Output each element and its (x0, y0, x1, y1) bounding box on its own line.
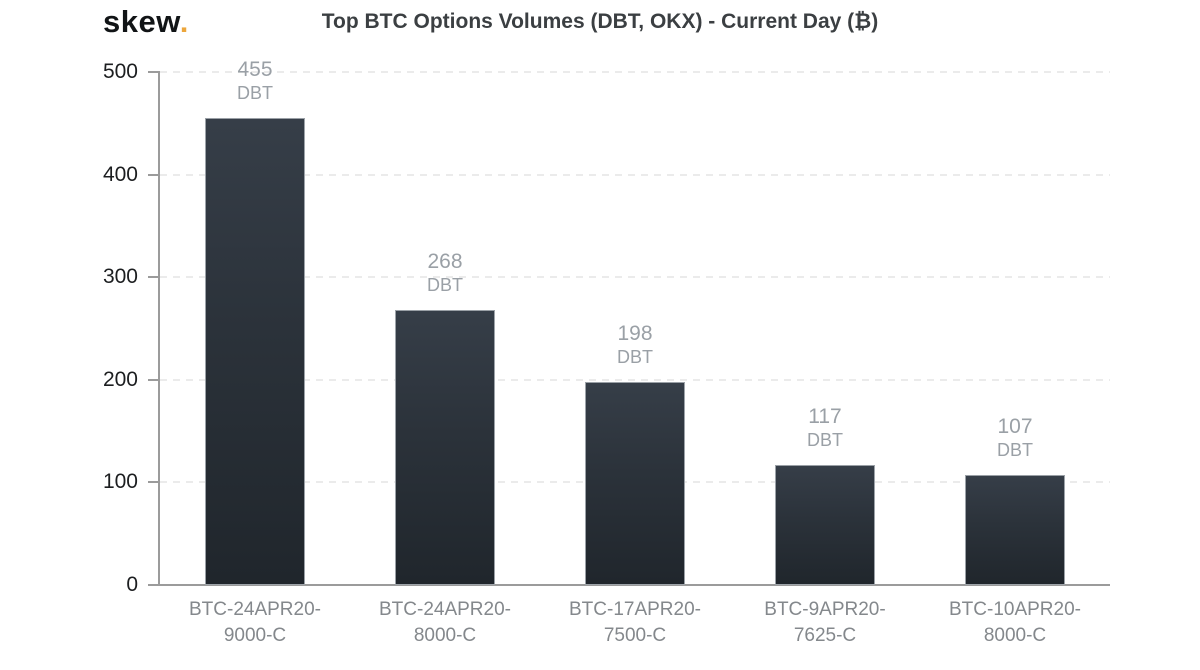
bar-unit-label: DBT (427, 275, 463, 296)
y-tick-label-400: 400 (102, 162, 138, 186)
x-category-label-line: 8000-C (983, 625, 1047, 646)
bar[interactable] (585, 381, 685, 585)
chart-title: Top BTC Options Volumes (DBT, OKX) - Cur… (321, 10, 879, 33)
y-tick-label-500: 500 (102, 60, 138, 83)
y-tick-label-0: 0 (126, 573, 138, 596)
gridline-300 (160, 276, 1110, 279)
bar-unit-label: DBT (997, 440, 1033, 461)
bar-value-label: 107 DBT (920, 414, 1110, 462)
bar-value-label: 455 DBT (160, 57, 350, 105)
gridline-500 (160, 71, 1110, 73)
y-tick-100 (148, 481, 160, 484)
x-category-label-line: 9000-C (223, 625, 287, 646)
bar-value-label: 117 DBT (730, 404, 920, 452)
x-category-label-line: 7625-C (793, 625, 857, 646)
x-category-label-line: BTC-10APR20- (949, 599, 1081, 620)
y-tick-300 (148, 276, 160, 279)
y-tick-500 (148, 71, 160, 73)
bar[interactable] (775, 464, 875, 585)
chart-header: skew. Top BTC Options Volumes (DBT, OKX)… (0, 0, 1200, 50)
bar-unit-label: DBT (617, 346, 653, 367)
bar[interactable] (395, 310, 495, 585)
bar[interactable] (205, 118, 305, 585)
y-tick-label-200: 200 (102, 367, 138, 391)
bar-value: 268 (427, 250, 463, 274)
x-category-label: BTC-10APR20- 8000-C (920, 597, 1110, 649)
y-tick-0 (148, 584, 160, 586)
y-tick-label-300: 300 (102, 265, 138, 289)
bar-value-label: 198 DBT (540, 321, 730, 369)
x-category-label-line: BTC-9APR20- (764, 599, 886, 620)
y-tick-400 (148, 173, 160, 176)
x-category-label-line: BTC-17APR20- (569, 599, 701, 620)
bar-value: 198 (617, 321, 653, 345)
bar-value: 107 (997, 415, 1033, 439)
y-tick-200 (148, 378, 160, 381)
bar-unit-label: DBT (237, 83, 273, 104)
skew-logo: skew. (103, 4, 189, 40)
bar-value: 455 (237, 58, 273, 82)
x-category-label: BTC-17APR20- 7500-C (540, 597, 730, 649)
x-category-label: BTC-24APR20- 9000-C (160, 597, 350, 649)
x-axis-line (160, 584, 1110, 586)
y-tick-label-100: 100 (102, 470, 138, 494)
x-category-label: BTC-24APR20- 8000-C (350, 597, 540, 649)
bar-value-label: 268 DBT (350, 249, 540, 297)
gridline-200 (160, 378, 1110, 381)
x-category-label-line: 8000-C (413, 625, 477, 646)
bar-value: 117 (808, 404, 842, 428)
bar-unit-label: DBT (807, 429, 843, 450)
x-category-label-line: 7500-C (603, 625, 667, 646)
bar[interactable] (965, 475, 1065, 585)
logo-dot: . (179, 4, 189, 39)
x-category-label-line: BTC-24APR20- (379, 599, 511, 620)
x-category-label-line: BTC-24APR20- (189, 599, 321, 620)
gridline-400 (160, 173, 1110, 176)
x-category-label: BTC-9APR20- 7625-C (730, 597, 920, 649)
logo-text: skew (103, 4, 180, 39)
y-axis-line (158, 72, 160, 585)
